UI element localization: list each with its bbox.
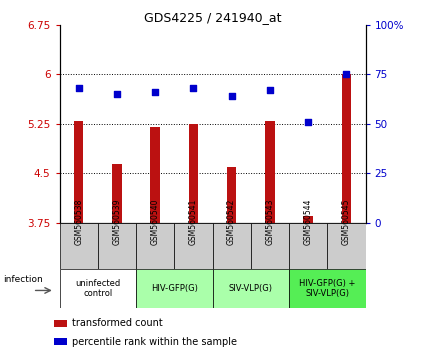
Point	[75, 85, 82, 91]
Bar	[212, 223, 251, 269]
Bar	[212, 269, 289, 308]
Point	[113, 91, 120, 97]
Point	[228, 93, 235, 99]
Text: percentile rank within the sample: percentile rank within the sample	[72, 337, 237, 347]
Bar	[189, 124, 198, 223]
Text: GSM560538: GSM560538	[74, 199, 83, 245]
Text: HIV-GFP(G): HIV-GFP(G)	[151, 284, 198, 293]
Text: GSM560541: GSM560541	[189, 199, 198, 245]
Point	[152, 89, 159, 95]
Text: uninfected
control: uninfected control	[75, 279, 120, 298]
Bar	[54, 338, 67, 346]
Bar	[74, 121, 83, 223]
Text: infection: infection	[3, 275, 43, 285]
Bar	[227, 167, 236, 223]
Text: GSM560544: GSM560544	[303, 199, 313, 245]
Bar	[112, 164, 122, 223]
Text: GSM560545: GSM560545	[342, 199, 351, 245]
Title: GDS4225 / 241940_at: GDS4225 / 241940_at	[144, 11, 281, 24]
Text: HIV-GFP(G) +
SIV-VLP(G): HIV-GFP(G) + SIV-VLP(G)	[299, 279, 355, 298]
Bar	[60, 269, 136, 308]
Text: GSM560543: GSM560543	[265, 199, 275, 245]
Point	[305, 119, 312, 125]
Text: SIV-VLP(G): SIV-VLP(G)	[229, 284, 273, 293]
Point	[343, 72, 350, 77]
Bar	[136, 269, 212, 308]
Bar	[289, 269, 366, 308]
Bar	[54, 320, 67, 327]
Bar	[303, 216, 313, 223]
Bar	[327, 223, 366, 269]
Bar	[136, 223, 174, 269]
Bar	[289, 223, 327, 269]
Text: GSM560539: GSM560539	[112, 199, 122, 245]
Bar	[342, 74, 351, 223]
Bar	[150, 127, 160, 223]
Bar	[174, 223, 212, 269]
Bar	[60, 223, 98, 269]
Point	[266, 87, 273, 93]
Bar	[98, 223, 136, 269]
Bar	[265, 121, 275, 223]
Point	[190, 85, 197, 91]
Text: transformed count: transformed count	[72, 318, 163, 328]
Text: GSM560540: GSM560540	[150, 199, 160, 245]
Text: GSM560542: GSM560542	[227, 199, 236, 245]
Bar	[251, 223, 289, 269]
